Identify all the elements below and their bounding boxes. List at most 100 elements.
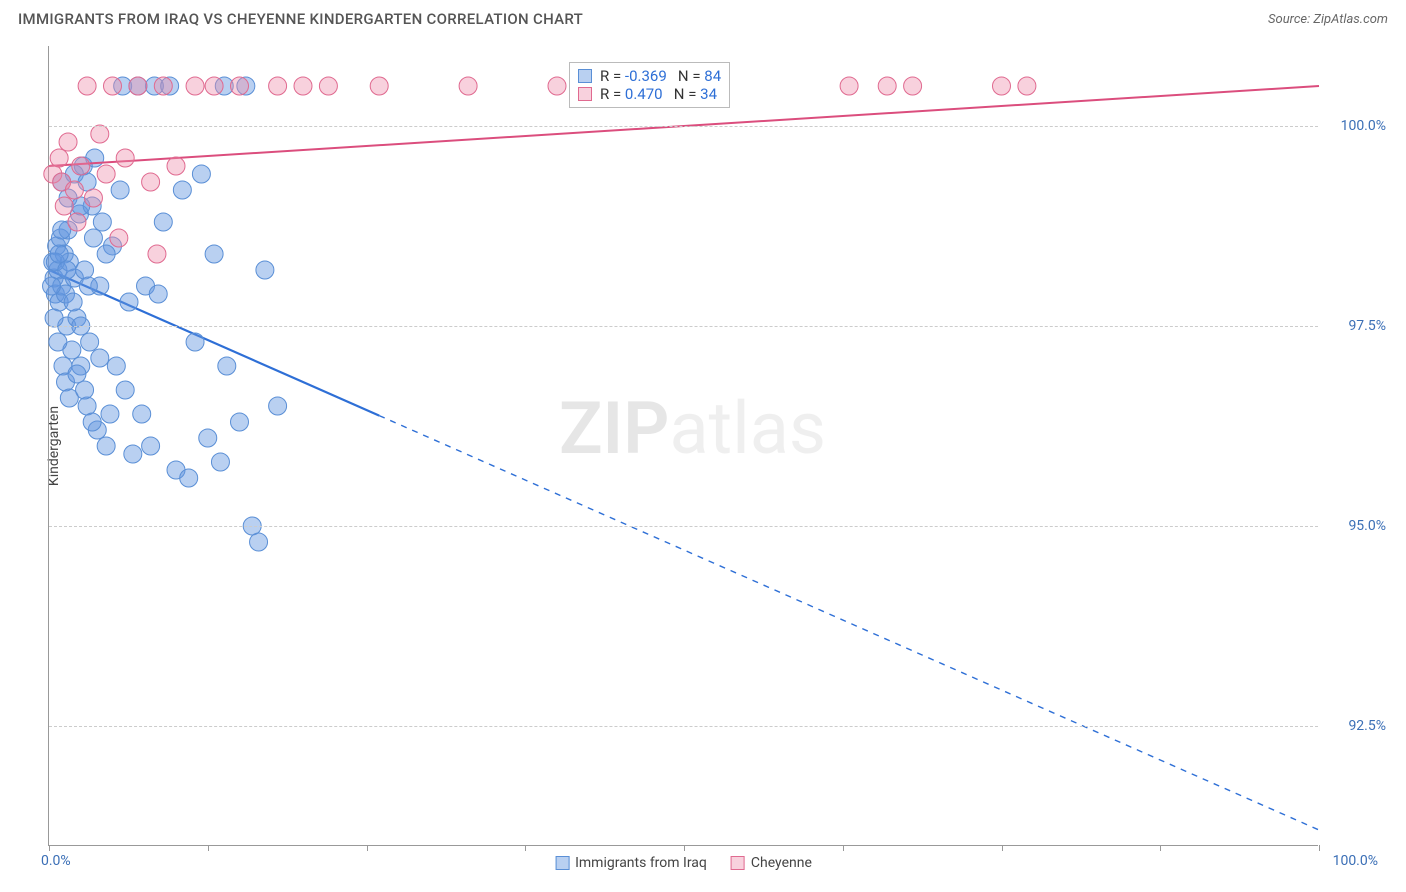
data-point: [180, 469, 198, 487]
x-tick: [367, 845, 368, 851]
data-point: [192, 165, 210, 183]
data-point: [84, 229, 102, 247]
data-point: [993, 77, 1011, 95]
data-point: [76, 381, 94, 399]
data-point: [104, 77, 122, 95]
y-tick-label: 95.0%: [1348, 518, 1386, 534]
legend-swatch: [578, 87, 592, 101]
data-point: [116, 149, 134, 167]
legend-swatch: [731, 856, 745, 870]
data-point: [459, 77, 477, 95]
data-point: [370, 77, 388, 95]
legend-stats-text: R = 0.470 N = 34: [600, 85, 717, 103]
data-point: [68, 213, 86, 231]
data-point: [548, 77, 566, 95]
legend-stats-row: R = -0.369 N = 84: [578, 67, 721, 85]
y-tick-label: 97.5%: [1348, 318, 1386, 334]
data-point: [50, 245, 68, 263]
data-point: [205, 77, 223, 95]
data-point: [142, 437, 160, 455]
x-tick: [208, 845, 209, 851]
data-point: [91, 349, 109, 367]
legend-bottom: Immigrants from Iraq Cheyenne: [555, 855, 812, 871]
data-point: [59, 133, 77, 151]
data-point: [256, 261, 274, 279]
data-point: [840, 77, 858, 95]
data-point: [110, 229, 128, 247]
data-point: [173, 181, 191, 199]
data-point: [97, 245, 115, 263]
data-point: [91, 125, 109, 143]
gridline: [49, 726, 1318, 727]
data-point: [269, 77, 287, 95]
data-point: [319, 77, 337, 95]
x-tick: [49, 845, 50, 851]
data-point: [124, 445, 142, 463]
data-point: [78, 77, 96, 95]
data-point: [50, 149, 68, 167]
data-point: [231, 413, 249, 431]
data-point: [186, 333, 204, 351]
data-point: [107, 357, 125, 375]
data-point: [218, 357, 236, 375]
gridline: [49, 326, 1318, 327]
data-point: [129, 77, 147, 95]
legend-stats-text: R = -0.369 N = 84: [600, 67, 721, 85]
data-point: [78, 397, 96, 415]
data-point: [199, 429, 217, 447]
x-tick: [1160, 845, 1161, 851]
x-axis-max-label: 100.0%: [1333, 853, 1378, 869]
data-point: [116, 381, 134, 399]
data-point: [878, 77, 896, 95]
x-tick: [843, 845, 844, 851]
header: IMMIGRANTS FROM IRAQ VS CHEYENNE KINDERG…: [0, 0, 1406, 34]
data-point: [149, 285, 167, 303]
legend-stats-box: R = -0.369 N = 84R = 0.470 N = 34: [569, 62, 730, 108]
legend-label: Immigrants from Iraq: [575, 855, 707, 871]
x-tick: [1002, 845, 1003, 851]
data-point: [167, 157, 185, 175]
x-tick: [684, 845, 685, 851]
y-tick-label: 100.0%: [1341, 118, 1386, 134]
data-point: [45, 309, 63, 327]
data-point: [231, 77, 249, 95]
trend-line-dashed: [379, 416, 1319, 830]
data-point: [76, 261, 94, 279]
source-label: Source: ZipAtlas.com: [1268, 12, 1388, 27]
data-point: [154, 77, 172, 95]
chart-container: Kindergarten ZIPatlas R = -0.369 N = 84R…: [48, 46, 1388, 846]
data-point: [269, 397, 287, 415]
gridline: [49, 526, 1318, 527]
data-point: [904, 77, 922, 95]
data-point: [43, 277, 61, 295]
data-point: [97, 437, 115, 455]
data-point: [154, 213, 172, 231]
data-point: [55, 197, 73, 215]
legend-label: Cheyenne: [751, 855, 812, 871]
legend-swatch: [578, 69, 592, 83]
chart-title: IMMIGRANTS FROM IRAQ VS CHEYENNE KINDERG…: [18, 10, 583, 28]
data-point: [205, 245, 223, 263]
gridline: [49, 126, 1318, 127]
data-point: [65, 181, 83, 199]
data-point: [250, 533, 268, 551]
data-point: [58, 261, 76, 279]
x-axis-min-label: 0.0%: [41, 853, 71, 869]
data-point: [68, 365, 86, 383]
data-point: [72, 157, 90, 175]
data-point: [142, 173, 160, 191]
data-point: [93, 213, 111, 231]
legend-item: Cheyenne: [731, 855, 812, 871]
legend-stats-row: R = 0.470 N = 34: [578, 85, 721, 103]
data-point: [101, 405, 119, 423]
legend-item: Immigrants from Iraq: [555, 855, 707, 871]
data-point: [84, 189, 102, 207]
x-tick: [1319, 845, 1320, 851]
legend-swatch: [555, 856, 569, 870]
plot-area: ZIPatlas R = -0.369 N = 84R = 0.470 N = …: [48, 46, 1318, 846]
data-point: [186, 77, 204, 95]
data-point: [49, 333, 67, 351]
y-tick-label: 92.5%: [1348, 718, 1386, 734]
data-point: [133, 405, 151, 423]
x-tick: [525, 845, 526, 851]
